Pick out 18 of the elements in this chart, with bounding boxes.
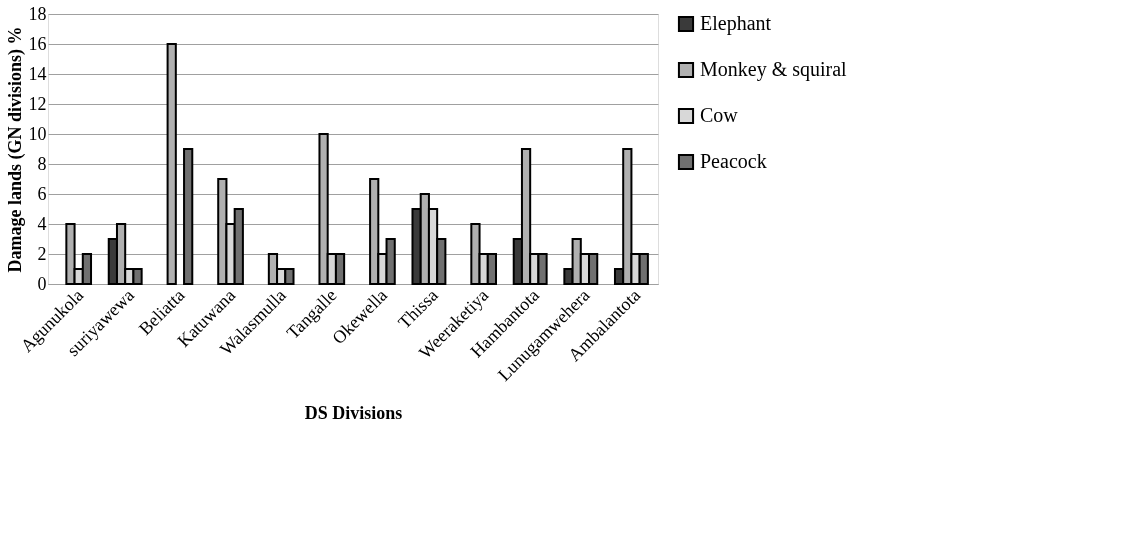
y-tick-label: 0 bbox=[37, 273, 47, 294]
y-tick-label: 12 bbox=[28, 93, 47, 114]
bar bbox=[166, 43, 177, 285]
y-tick-label: 10 bbox=[28, 123, 47, 144]
y-tick-label: 4 bbox=[37, 213, 47, 234]
y-tick-label: 14 bbox=[28, 63, 47, 84]
x-axis-title: DS Divisions bbox=[304, 402, 403, 423]
legend-label: Elephant bbox=[700, 12, 772, 35]
legend-label: Peacock bbox=[700, 150, 767, 172]
y-tick-label: 8 bbox=[37, 153, 47, 174]
y-tick-label: 18 bbox=[28, 3, 47, 24]
y-tick-label: 6 bbox=[37, 183, 47, 204]
legend-label: Cow bbox=[700, 104, 739, 126]
y-tick-label: 2 bbox=[37, 243, 47, 264]
legend-label: Monkey & squiral bbox=[700, 58, 848, 81]
bar bbox=[183, 148, 194, 285]
y-tick-label: 16 bbox=[28, 33, 47, 54]
y-axis-title: Damage lands (GN divisions) % bbox=[4, 26, 26, 273]
